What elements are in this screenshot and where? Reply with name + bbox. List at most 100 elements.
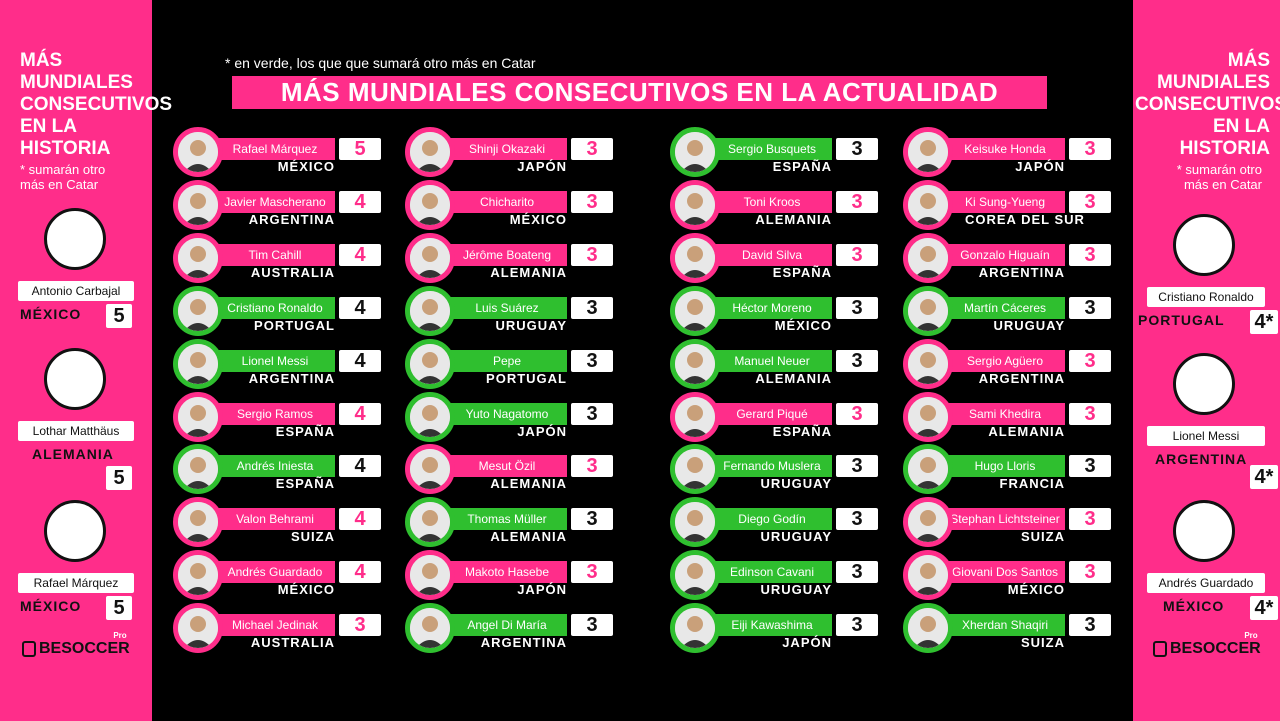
player-name: Gonzalo Higuaín: [933, 244, 1065, 266]
history-player-count: 5: [106, 304, 132, 328]
player-entry: Eiji Kawashima 3 JAPÓN: [670, 603, 900, 653]
besoccer-logo: BESOCCER Pro: [22, 631, 130, 658]
player-photo-icon: [173, 233, 223, 283]
player-count: 3: [1069, 244, 1111, 266]
player-count: 3: [1069, 508, 1111, 530]
player-photo-icon: [173, 603, 223, 653]
player-country: ALEMANIA: [490, 476, 567, 491]
history-player-name: Andrés Guardado: [1147, 573, 1265, 593]
left-panel: MÁS MUNDIALES CONSECUTIVOS EN LA HISTORI…: [0, 0, 173, 721]
player-entry: Hugo Lloris 3 FRANCIA: [903, 444, 1133, 494]
player-country: SUIZA: [1021, 635, 1065, 650]
history-player-name: Antonio Carbajal: [18, 281, 134, 301]
right-panel-note: * sumarán otro más en Catar: [1176, 162, 1262, 192]
history-player-count: 4*: [1250, 465, 1278, 489]
player-count: 3: [1069, 403, 1111, 425]
player-entry: Pepe 3 PORTUGAL: [405, 339, 635, 389]
player-name: Sergio Ramos: [203, 403, 335, 425]
player-count: 5: [339, 138, 381, 160]
player-count: 4: [339, 350, 381, 372]
player-country: URUGUAY: [760, 582, 832, 597]
player-name: Stephan Lichtsteiner: [933, 508, 1065, 530]
logo-pro-badge: Pro: [110, 631, 130, 640]
player-country: MÉXICO: [1007, 582, 1065, 597]
player-name: Michael Jedinak: [203, 614, 335, 636]
player-count: 3: [571, 403, 613, 425]
player-entry: Javier Mascherano 4 ARGENTINA: [173, 180, 403, 230]
player-entry: Gerard Piqué 3 ESPAÑA: [670, 392, 900, 442]
player-photo-icon: [903, 603, 953, 653]
player-country: URUGUAY: [760, 529, 832, 544]
player-name: Shinji Okazaki: [435, 138, 567, 160]
green-note: * en verde, los que que sumará otro más …: [225, 55, 536, 71]
left-panel-title: MÁS MUNDIALES CONSECUTIVOS EN LA HISTORI…: [20, 50, 173, 159]
player-photo-icon: [173, 444, 223, 494]
player-entry: Xherdan Shaqiri 3 SUIZA: [903, 603, 1133, 653]
player-photo-icon: [405, 180, 455, 230]
player-count: 3: [836, 191, 878, 213]
player-photo-icon: [670, 550, 720, 600]
player-count: 3: [571, 614, 613, 636]
player-photo-icon: [405, 233, 455, 283]
player-entry: Ki Sung-Yueng 3 COREA DEL SUR: [903, 180, 1133, 230]
player-count: 4: [339, 403, 381, 425]
player-count: 3: [571, 455, 613, 477]
history-player-country: PORTUGAL: [1138, 312, 1225, 328]
player-count: 3: [571, 350, 613, 372]
player-count: 3: [836, 508, 878, 530]
player-country: COREA DEL SUR: [965, 212, 1085, 227]
player-country: MÉXICO: [277, 159, 335, 174]
player-entry: Yuto Nagatomo 3 JAPÓN: [405, 392, 635, 442]
player-entry: Michael Jedinak 3 AUSTRALIA: [173, 603, 403, 653]
player-count: 3: [836, 244, 878, 266]
player-entry: Giovani Dos Santos 3 MÉXICO: [903, 550, 1133, 600]
player-entry: Cristiano Ronaldo 4 PORTUGAL: [173, 286, 403, 336]
player-entry: Gonzalo Higuaín 3 ARGENTINA: [903, 233, 1133, 283]
player-country: ESPAÑA: [772, 424, 832, 439]
player-name: Sami Khedira: [933, 403, 1065, 425]
player-photo-icon: [670, 339, 720, 389]
player-photo-icon: [405, 444, 455, 494]
history-player-count: 4*: [1250, 596, 1278, 620]
player-count: 3: [571, 244, 613, 266]
player-name: Andrés Guardado: [203, 561, 335, 583]
player-photo-icon: [173, 550, 223, 600]
player-photo-icon: [670, 180, 720, 230]
player-country: ARGENTINA: [248, 212, 335, 227]
player-count: 3: [1069, 350, 1111, 372]
player-name: Sergio Agüero: [933, 350, 1065, 372]
player-country: ALEMANIA: [490, 265, 567, 280]
player-count: 4: [339, 561, 381, 583]
player-count: 3: [1069, 138, 1111, 160]
player-country: ARGENTINA: [978, 371, 1065, 386]
besoccer-logo-icon: [22, 640, 36, 657]
right-panel-title: MÁS MUNDIALES CONSECUTIVOS EN LA HISTORI…: [1135, 50, 1280, 159]
player-photo-icon: [670, 603, 720, 653]
player-name: Sergio Busquets: [700, 138, 832, 160]
player-photo-icon: [670, 286, 720, 336]
player-photo-icon: [670, 127, 720, 177]
player-entry: Rafael Márquez 5 MÉXICO: [173, 127, 403, 177]
player-name: Diego Godín: [700, 508, 832, 530]
player-entry: Héctor Moreno 3 MÉXICO: [670, 286, 900, 336]
player-country: SUIZA: [291, 529, 335, 544]
player-photo-icon: [903, 497, 953, 547]
player-photo-icon: [173, 392, 223, 442]
player-country: ARGENTINA: [248, 371, 335, 386]
player-photo-icon: [173, 286, 223, 336]
history-player-country: MÉXICO: [1163, 598, 1225, 614]
player-entry: Fernando Muslera 3 URUGUAY: [670, 444, 900, 494]
player-name: Thomas Müller: [435, 508, 567, 530]
player-count: 3: [836, 455, 878, 477]
player-photo-icon: [670, 392, 720, 442]
player-count: 3: [836, 297, 878, 319]
player-entry: Shinji Okazaki 3 JAPÓN: [405, 127, 635, 177]
logo-pro-badge: Pro: [1241, 631, 1261, 640]
player-entry: Lionel Messi 4 ARGENTINA: [173, 339, 403, 389]
player-entry: Thomas Müller 3 ALEMANIA: [405, 497, 635, 547]
player-name: Chicharito: [435, 191, 567, 213]
player-country: URUGUAY: [993, 318, 1065, 333]
player-entry: Sergio Busquets 3 ESPAÑA: [670, 127, 900, 177]
besoccer-logo: BESOCCER Pro: [1153, 631, 1261, 658]
player-country: JAPÓN: [1015, 159, 1065, 174]
